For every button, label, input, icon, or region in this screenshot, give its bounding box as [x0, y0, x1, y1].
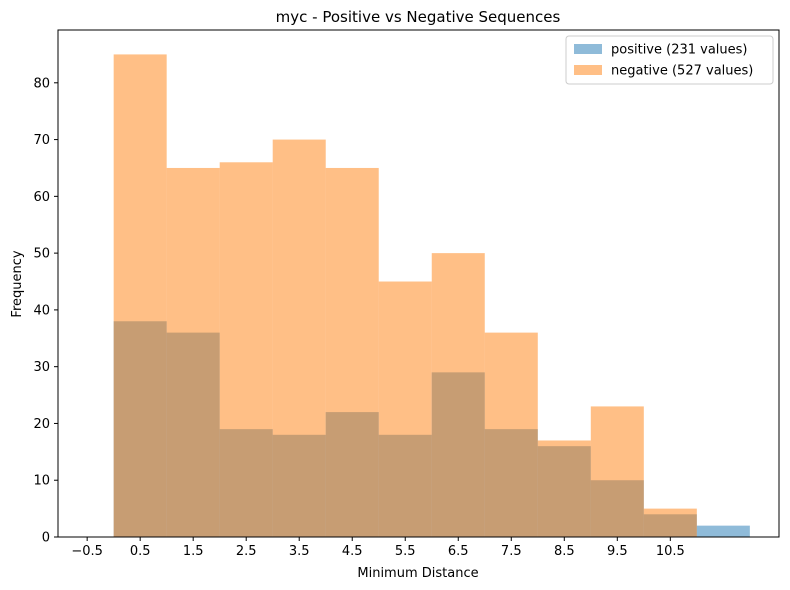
y-tick-label: 70 — [33, 133, 50, 148]
x-tick-label: 6.5 — [448, 544, 469, 559]
y-tick-label: 80 — [33, 76, 50, 91]
bar-series1-bin4 — [325, 167, 379, 537]
x-tick-label: 10.5 — [656, 544, 685, 559]
x-tick-label: 7.5 — [501, 544, 522, 559]
legend-label-1: negative (527 values) — [611, 64, 753, 79]
bar-series1-bin0 — [113, 54, 167, 538]
bar-series1-bin9 — [590, 406, 644, 537]
y-axis-label: Frequency — [10, 250, 25, 317]
legend-swatch-1 — [574, 65, 602, 75]
legend-frame — [565, 35, 774, 85]
bar-series1-bin5 — [378, 281, 432, 537]
y-tick-label: 20 — [33, 417, 50, 432]
legend-label-0: positive (231 values) — [611, 43, 748, 58]
x-tick-label: 8.5 — [554, 544, 575, 559]
x-tick-label: 3.5 — [289, 544, 310, 559]
x-tick-label: 9.5 — [607, 544, 628, 559]
bar-series1-bin3 — [272, 139, 326, 537]
plot-frame — [57, 29, 780, 538]
bar-series1-bin10 — [643, 508, 697, 537]
x-tick-label: −0.5 — [71, 544, 103, 559]
y-tick-label: 50 — [33, 247, 50, 262]
y-tick-label: 10 — [33, 474, 50, 489]
bar-series1-bin6 — [431, 253, 485, 537]
legend: positive (231 values) negative (527 value… — [565, 35, 774, 85]
y-tick-label: 40 — [33, 303, 50, 318]
y-tick-label: 30 — [33, 360, 50, 375]
bar-series1-bin8 — [537, 440, 591, 537]
x-axis-label: Minimum Distance — [357, 566, 478, 581]
x-tick-label: 5.5 — [395, 544, 416, 559]
legend-swatch-0 — [574, 44, 602, 54]
x-tick-label: 0.5 — [130, 544, 151, 559]
axes-layer: −0.5 0.5 1.5 2.5 3.5 4.5 5.5 6.5 7.5 8.5 9.5 10.5 0 1… — [33, 29, 780, 559]
bar-series0-bin11 — [696, 525, 750, 537]
bar-series1-bin1 — [166, 167, 220, 537]
x-tick-label: 2.5 — [236, 544, 257, 559]
bars-layer — [113, 54, 750, 538]
x-tick-label: 1.5 — [183, 544, 204, 559]
bar-series1-bin2 — [219, 162, 273, 537]
y-tick-label: 60 — [33, 190, 50, 205]
x-tick-label: 4.5 — [342, 544, 363, 559]
chart-title: myc - Positive vs Negative Sequences — [276, 8, 561, 26]
bar-series1-bin7 — [484, 332, 538, 537]
y-tick-label: 0 — [42, 531, 50, 546]
